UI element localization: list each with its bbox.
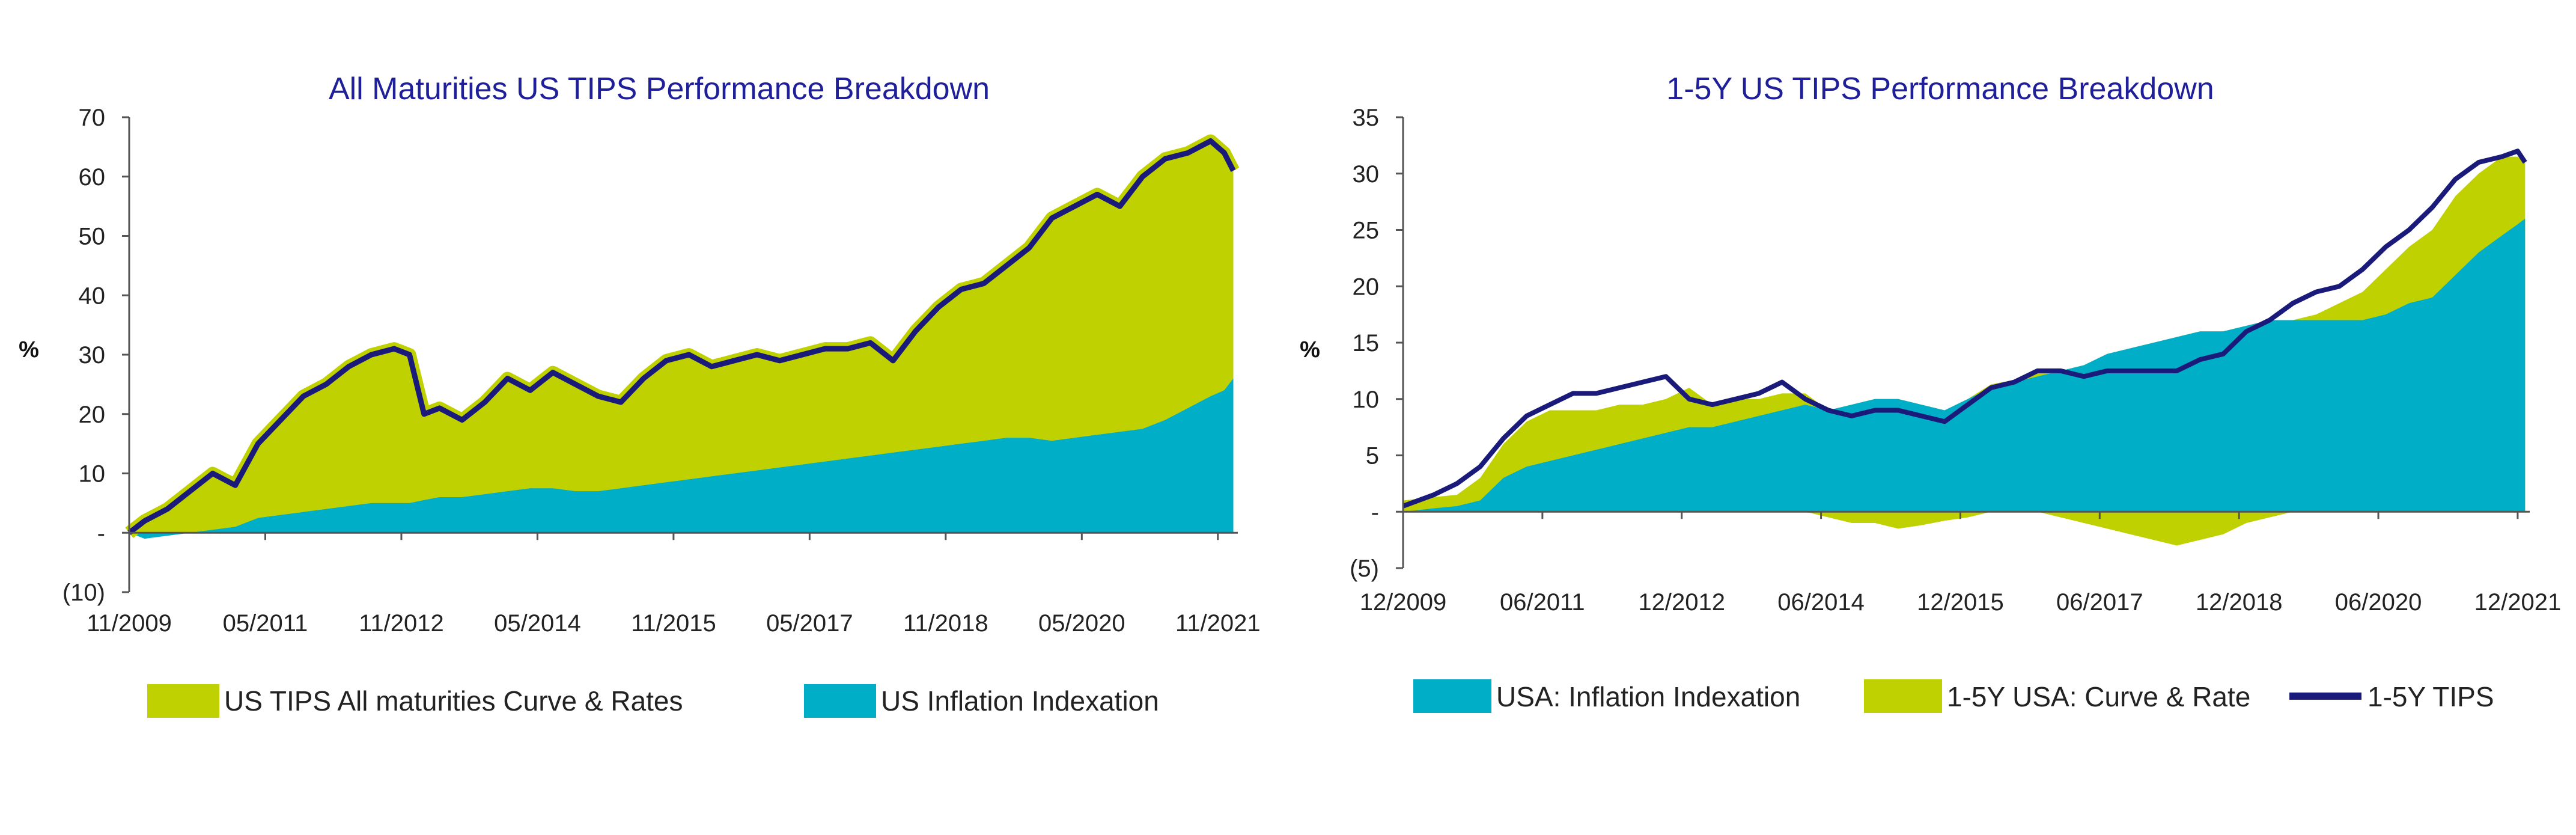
x-tick-label: 11/2018 — [903, 610, 988, 637]
area-total-return — [129, 141, 1234, 533]
series-line-1-5y-tips — [1402, 148, 2527, 509]
chart-all-maturities: All Maturities US TIPS Performance Break… — [19, 72, 1261, 718]
legend-swatch-curve-rates — [147, 684, 219, 718]
plot-area: (10) - 10 20 30 40 50 60 70 11/2009 05/2011 11/2012… — [62, 105, 1261, 637]
legend-label-curve-rates: US TIPS All maturities Curve & Rates — [224, 685, 683, 717]
x-tick-label: 12/2009 — [1360, 589, 1447, 616]
y-tick-label: 70 — [79, 105, 106, 131]
x-tick-label: 05/2017 — [766, 610, 853, 637]
x-tick-label: 06/2017 — [2056, 589, 2143, 616]
x-tick-label: 06/2011 — [1500, 589, 1585, 616]
y-tick-label: - — [1371, 499, 1379, 525]
chart-title: All Maturities US TIPS Performance Break… — [329, 72, 990, 106]
y-tick-label: 10 — [79, 461, 106, 488]
legend-swatch-inflation — [1413, 679, 1491, 713]
y-tick-label: (5) — [1350, 555, 1379, 582]
y-axis-unit-label: % — [19, 337, 39, 362]
area-inflation-indexation — [1403, 218, 2526, 512]
area-curve-rate-negative — [1403, 512, 2526, 546]
y-axis-unit-label: % — [1300, 337, 1320, 362]
legend-label-curve-rate: 1-5Y USA: Curve & Rate — [1947, 681, 2250, 712]
x-tick-label: 05/2011 — [223, 610, 308, 637]
x-tick-label: 06/2014 — [1777, 589, 1865, 616]
legend-swatch-inflation — [804, 684, 876, 718]
y-tick-label: 10 — [1353, 387, 1380, 413]
y-tick-label: 35 — [1353, 105, 1380, 131]
x-tick-label: 11/2009 — [87, 610, 172, 637]
x-tick-label: 12/2015 — [1917, 589, 2004, 616]
y-tick-label: 30 — [1353, 161, 1380, 188]
x-tick-label: 05/2020 — [1038, 610, 1125, 637]
x-tick-label: 11/2012 — [359, 610, 444, 637]
chart-1-5y: 1-5Y US TIPS Performance Breakdown % (5)… — [1300, 72, 2561, 713]
x-tick-label: 06/2020 — [2335, 589, 2422, 616]
y-tick-label: 15 — [1353, 330, 1380, 356]
legend-label-inflation: USA: Inflation Indexation — [1496, 681, 1800, 712]
x-tick-label: 11/2021 — [1175, 610, 1261, 637]
x-tick-label: 12/2012 — [1638, 589, 1725, 616]
y-tick-label: 60 — [79, 164, 106, 191]
legend: US TIPS All maturities Curve & Rates US … — [147, 684, 1159, 718]
y-tick-label: - — [97, 520, 105, 546]
y-tick-label: 25 — [1353, 218, 1380, 244]
y-tick-label: 5 — [1366, 443, 1379, 469]
y-tick-label: 20 — [79, 402, 106, 428]
series-line-total — [127, 138, 1236, 535]
y-tick-label: 40 — [79, 283, 106, 309]
legend-swatch-curve-rate — [1864, 679, 1942, 713]
x-tick-label: 05/2014 — [494, 610, 581, 637]
y-tick-label: 20 — [1353, 274, 1380, 300]
legend: USA: Inflation Indexation 1-5Y USA: Curv… — [1413, 679, 2494, 713]
legend-label-tips: 1-5Y TIPS — [2367, 681, 2494, 712]
chart-title: 1-5Y US TIPS Performance Breakdown — [1666, 72, 2214, 106]
plot-area: (5) - 5 10 15 20 25 30 35 12/2009 06/2011 12/2012 06… — [1350, 105, 2561, 616]
x-tick-label: 12/2018 — [2196, 589, 2283, 616]
y-tick-label: (10) — [62, 580, 105, 606]
area-inflation-indexation — [129, 378, 1234, 539]
y-tick-label: 30 — [79, 342, 106, 369]
x-tick-label: 11/2015 — [631, 610, 716, 637]
legend-label-inflation: US Inflation Indexation — [881, 685, 1159, 717]
y-tick-label: 50 — [79, 224, 106, 250]
x-tick-label: 12/2021 — [2474, 589, 2562, 616]
